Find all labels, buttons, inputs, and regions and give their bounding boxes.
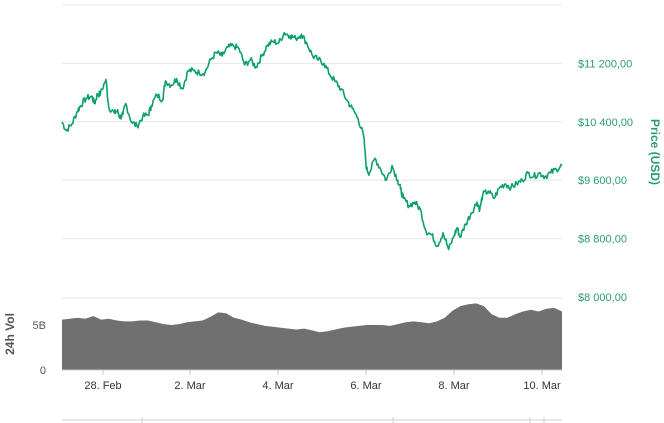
price-gridlines: [62, 4, 562, 240]
x-tick-label: 2. Mar: [174, 380, 206, 392]
x-tick-label: 10. Mar: [523, 380, 561, 392]
price-tick-labels: $8 000,00 $8 800,00 $9 600,00 $10 400,00 $11…: [578, 58, 633, 304]
price-tick-label: $10 400,00: [578, 117, 633, 129]
x-tick-label: 6. Mar: [350, 380, 382, 392]
volume-tick-label: 5B: [33, 320, 46, 332]
price-tick-label: $8 800,00: [578, 234, 627, 246]
x-tick-labels: 28. Feb 2. Mar 4. Mar 6. Mar 8. Mar 10. Mar: [84, 370, 561, 392]
volume-tick-labels: 0 5B: [33, 320, 46, 377]
volume-tick-label: 0: [40, 365, 46, 377]
x-tick-label: 4. Mar: [262, 380, 294, 392]
x-tick-label: 8. Mar: [438, 380, 470, 392]
price-axis-label: Price (USD): [648, 119, 662, 185]
x-tick-label: 28. Feb: [84, 380, 121, 392]
volume-axis-label: 24h Vol: [3, 313, 17, 355]
price-tick-label: $11 200,00: [578, 58, 632, 70]
price-tick-label: $9 600,00: [578, 175, 627, 187]
volume-area: [62, 303, 562, 370]
price-series-line: [61, 31, 563, 251]
price-tick-label: $8 000,00: [578, 292, 627, 304]
